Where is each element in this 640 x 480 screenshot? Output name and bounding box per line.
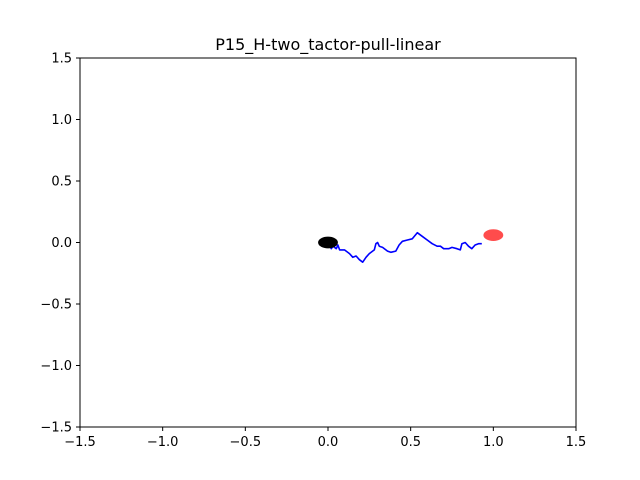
- x-tick-label: 1.5: [566, 435, 587, 450]
- chart-title: P15_H-two_tactor-pull-linear: [215, 35, 441, 55]
- y-tick-label: −1.0: [40, 359, 72, 374]
- y-tick-label: 1.5: [51, 52, 72, 67]
- x-tick-label: −1.0: [147, 435, 179, 450]
- y-tick-label: −1.5: [40, 421, 72, 436]
- x-tick-label: 0.5: [400, 435, 421, 450]
- x-tick-label: −1.5: [64, 435, 96, 450]
- y-tick-label: −0.5: [40, 298, 72, 313]
- y-tick-label: 1.0: [51, 113, 72, 128]
- x-tick-label: 1.0: [483, 435, 504, 450]
- x-tick-label: −0.5: [230, 435, 262, 450]
- x-tick-label: 0.0: [318, 435, 339, 450]
- y-tick-label: 0.0: [51, 236, 72, 251]
- start-marker: [318, 237, 338, 249]
- target-marker: [483, 229, 503, 241]
- y-tick-label: 0.5: [51, 175, 72, 190]
